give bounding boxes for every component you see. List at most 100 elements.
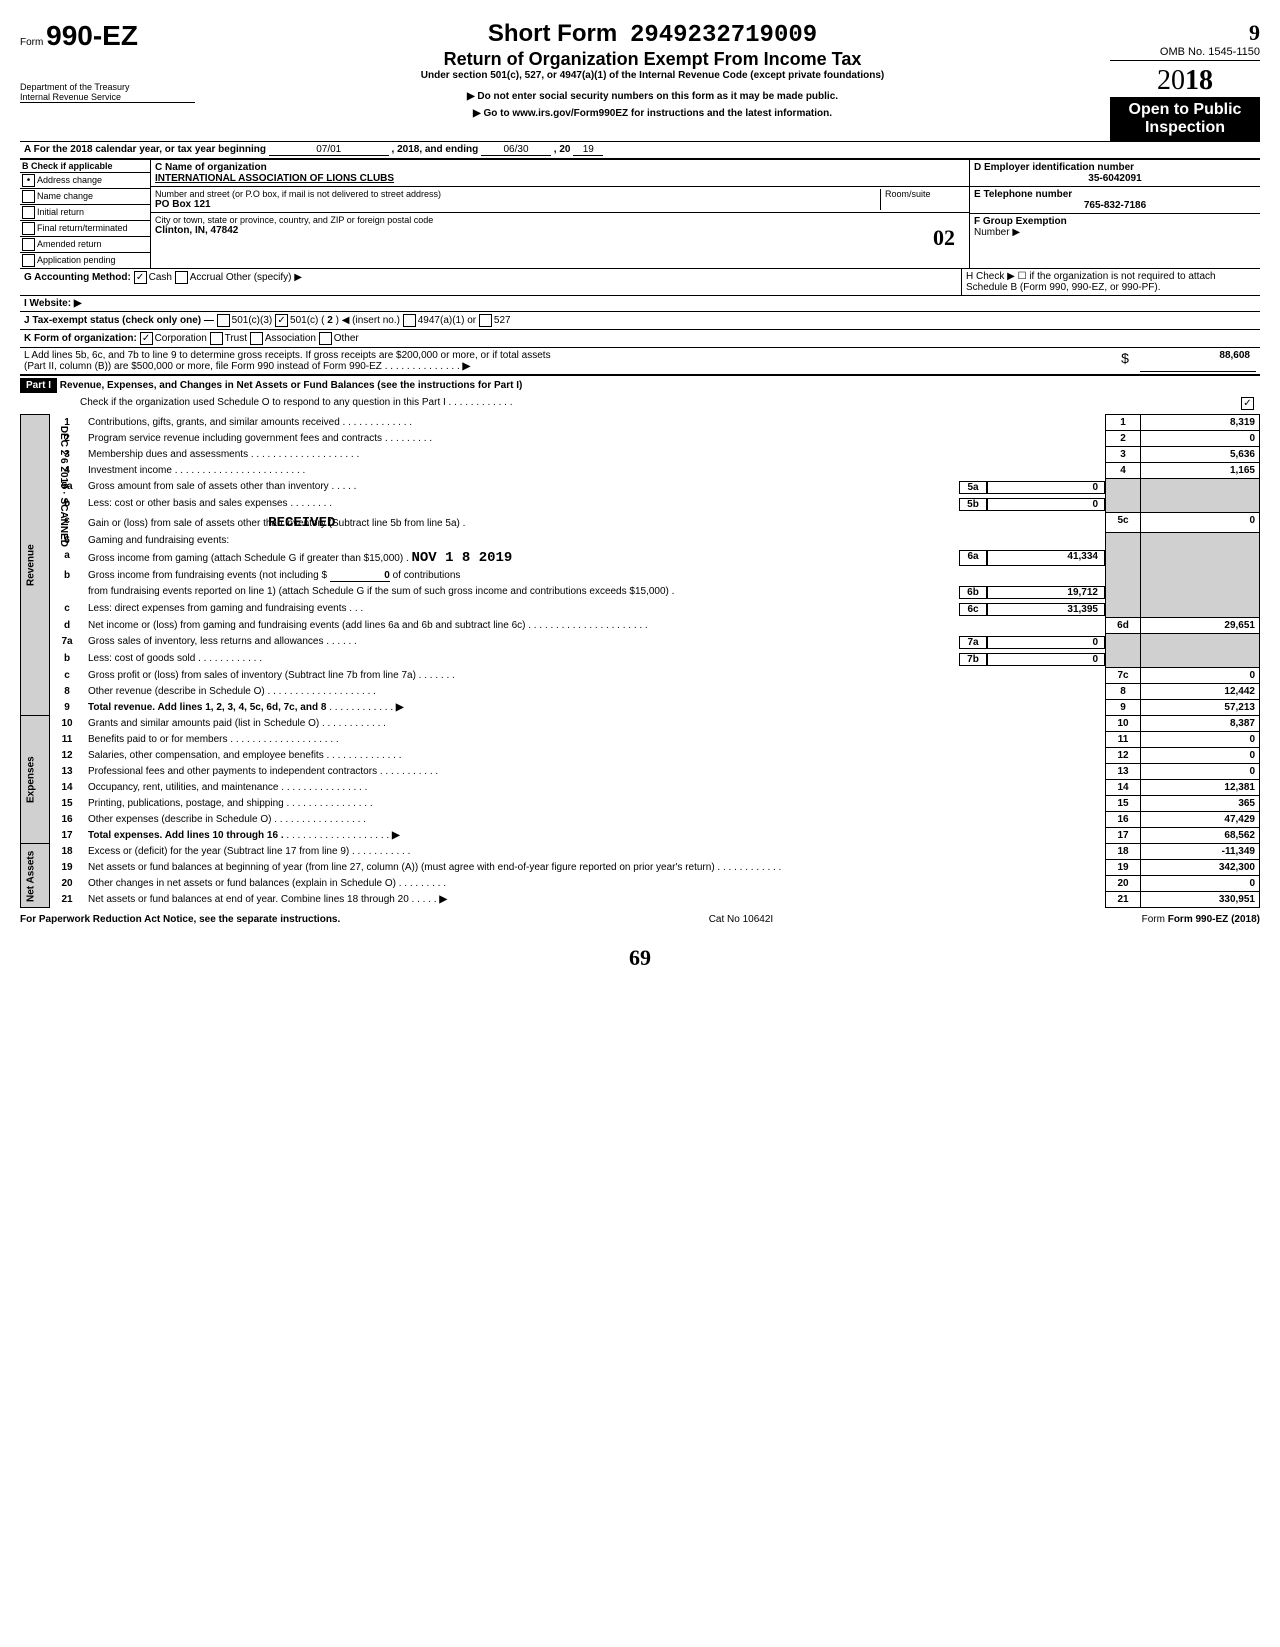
line-15-text: Printing, publications, postage, and shi…	[84, 796, 1106, 812]
main-title: Return of Organization Exempt From Incom…	[205, 49, 1100, 70]
line-6b-contrib: 0	[330, 570, 390, 582]
c-label: C Name of organization	[155, 162, 965, 173]
line-6c-subamt: 31,395	[987, 603, 1105, 616]
form-prefix: Form	[20, 37, 43, 48]
short-form-label: Short Form	[488, 20, 617, 48]
line-7b-text: Less: cost of goods sold . . . . . . . .…	[84, 651, 1106, 668]
line-3-amt: 5,636	[1141, 447, 1260, 463]
section-c: C Name of organization INTERNATIONAL ASS…	[151, 160, 969, 268]
l-amount: 88,608	[1140, 350, 1256, 372]
side-net-assets: Net Assets	[21, 844, 50, 908]
check-initial[interactable]: Initial return	[20, 205, 150, 221]
g-label: G Accounting Method:	[24, 272, 131, 283]
line-20-text: Other changes in net assets or fund bala…	[84, 876, 1106, 892]
part1-table: Revenue DEC 2 6 2019 · SCANNED 1 Contrib…	[20, 414, 1260, 908]
dln-number: 2949232719009	[630, 22, 817, 49]
line-10-text: Grants and similar amounts paid (list in…	[84, 716, 1106, 732]
dept-irs: Internal Revenue Service	[20, 92, 195, 102]
line-2-text: Program service revenue including govern…	[84, 431, 1106, 447]
line-5c-amt: 0	[1141, 513, 1260, 533]
line-6a-subamt: 41,334	[987, 550, 1105, 566]
line-5a-text: Gross amount from sale of assets other t…	[84, 479, 1106, 496]
f-label: F Group Exemption	[974, 216, 1067, 227]
footer-handnum: 69	[629, 945, 651, 970]
line-2-amt: 0	[1141, 431, 1260, 447]
line-19-text: Net assets or fund balances at beginning…	[84, 860, 1106, 876]
room-label: Room/suite	[885, 189, 965, 199]
instr-web: ▶ Go to www.irs.gov/Form990EZ for instru…	[205, 108, 1100, 119]
line-21-text: Net assets or fund balances at end of ye…	[84, 892, 1106, 908]
org-name: INTERNATIONAL ASSOCIATION OF LIONS CLUBS	[155, 173, 965, 184]
line-9-text: Total revenue. Add lines 1, 2, 3, 4, 5c,…	[84, 700, 1106, 716]
check-527[interactable]	[479, 314, 492, 327]
line-8-amt: 12,442	[1141, 684, 1260, 700]
line-6b-subamt: 19,712	[987, 586, 1105, 599]
line-1-amt: 8,319	[1141, 415, 1260, 431]
side-revenue: Revenue	[25, 417, 36, 713]
city-value: Clinton, IN, 47842	[155, 225, 238, 236]
ein-value: 35-6042091	[974, 173, 1256, 184]
check-name-change[interactable]: Name change	[20, 189, 150, 205]
line-6b-text: Gross income from fundraising events (no…	[84, 568, 1106, 584]
check-4947[interactable]	[403, 314, 416, 327]
line-9-amt: 57,213	[1141, 700, 1260, 716]
street-value: PO Box 121	[155, 199, 880, 210]
section-b-checks: B Check if applicable •Address change Na…	[20, 160, 151, 268]
check-501c3[interactable]	[217, 314, 230, 327]
line-14-amt: 12,381	[1141, 780, 1260, 796]
check-trust[interactable]	[210, 332, 223, 345]
line-7c-amt: 0	[1141, 668, 1260, 684]
check-other[interactable]	[319, 332, 332, 345]
stamp-date: NOV 1 8 2019	[412, 550, 513, 566]
check-corp[interactable]: ✓	[140, 332, 153, 345]
part1-header: Part I	[20, 378, 57, 393]
check-501c[interactable]: ✓	[275, 314, 288, 327]
check-schedule-o[interactable]: ✓	[1241, 397, 1254, 410]
part1-title: Revenue, Expenses, and Changes in Net As…	[60, 380, 523, 391]
line-8-text: Other revenue (describe in Schedule O) .…	[84, 684, 1106, 700]
f-label2: Number ▶	[974, 227, 1020, 238]
line-5a-subamt: 0	[987, 481, 1105, 494]
check-cash[interactable]: ✓	[134, 271, 147, 284]
line-4-text: Investment income . . . . . . . . . . . …	[84, 463, 1106, 479]
info-grid: B Check if applicable •Address change Na…	[20, 158, 1260, 268]
line-1-text: Contributions, gifts, grants, and simila…	[84, 415, 1106, 431]
check-assoc[interactable]	[250, 332, 263, 345]
line-18-text: Excess or (deficit) for the year (Subtra…	[84, 844, 1106, 860]
phone-value: 765-832-7186	[974, 200, 1256, 211]
line-a: A For the 2018 calendar year, or tax yea…	[20, 141, 1260, 158]
line-7a-subamt: 0	[987, 636, 1105, 649]
omb-box: 9 OMB No. 1545-1150 2018 Open to Public …	[1110, 20, 1260, 141]
check-addr-change[interactable]: •Address change	[20, 173, 150, 189]
check-accrual[interactable]	[175, 271, 188, 284]
line-10-amt: 8,387	[1141, 716, 1260, 732]
tax-year-begin: 07/01	[269, 144, 389, 156]
line-18-amt: -11,349	[1141, 844, 1260, 860]
line-5b-subamt: 0	[987, 498, 1105, 511]
line-6a-text: Gross income from gaming (attach Schedul…	[84, 548, 1106, 568]
line-6-text: Gaming and fundraising events:	[84, 533, 1106, 548]
omb-number: OMB No. 1545-1150	[1110, 46, 1260, 61]
side-expenses: Expenses	[21, 716, 50, 844]
check-pending[interactable]: Application pending	[20, 253, 150, 268]
part1-check-text: Check if the organization used Schedule …	[80, 397, 451, 408]
line-19-amt: 342,300	[1141, 860, 1260, 876]
check-amended[interactable]: Amended return	[20, 237, 150, 253]
stamp-scanned-date: DEC 2 6 2019 · SCANNED	[58, 425, 69, 546]
title-box: Short Form 2949232719009 Return of Organ…	[195, 20, 1110, 119]
line-17-text: Total expenses. Add lines 10 through 16 …	[84, 828, 1106, 844]
footer-mid: Cat No 10642I	[709, 914, 774, 925]
line-11-amt: 0	[1141, 732, 1260, 748]
b-label: B Check if applicable	[20, 160, 150, 173]
tax-year-end-yr: 19	[573, 144, 603, 156]
dept-treasury: Department of the Treasury	[20, 82, 195, 92]
line-3-text: Membership dues and assessments . . . . …	[84, 447, 1106, 463]
d-label: D Employer identification number	[974, 162, 1256, 173]
footer-right: Form Form 990-EZ (2018)	[1142, 914, 1260, 925]
line-15-amt: 365	[1141, 796, 1260, 812]
street-label: Number and street (or P.O box, if mail i…	[155, 189, 880, 199]
instr-ssn: ▶ Do not enter social security numbers o…	[205, 91, 1100, 102]
line-7c-text: Gross profit or (loss) from sales of inv…	[84, 668, 1106, 684]
line-5c-text: Gain or (loss) from sale of assets other…	[84, 513, 1106, 533]
check-final[interactable]: Final return/terminated	[20, 221, 150, 237]
